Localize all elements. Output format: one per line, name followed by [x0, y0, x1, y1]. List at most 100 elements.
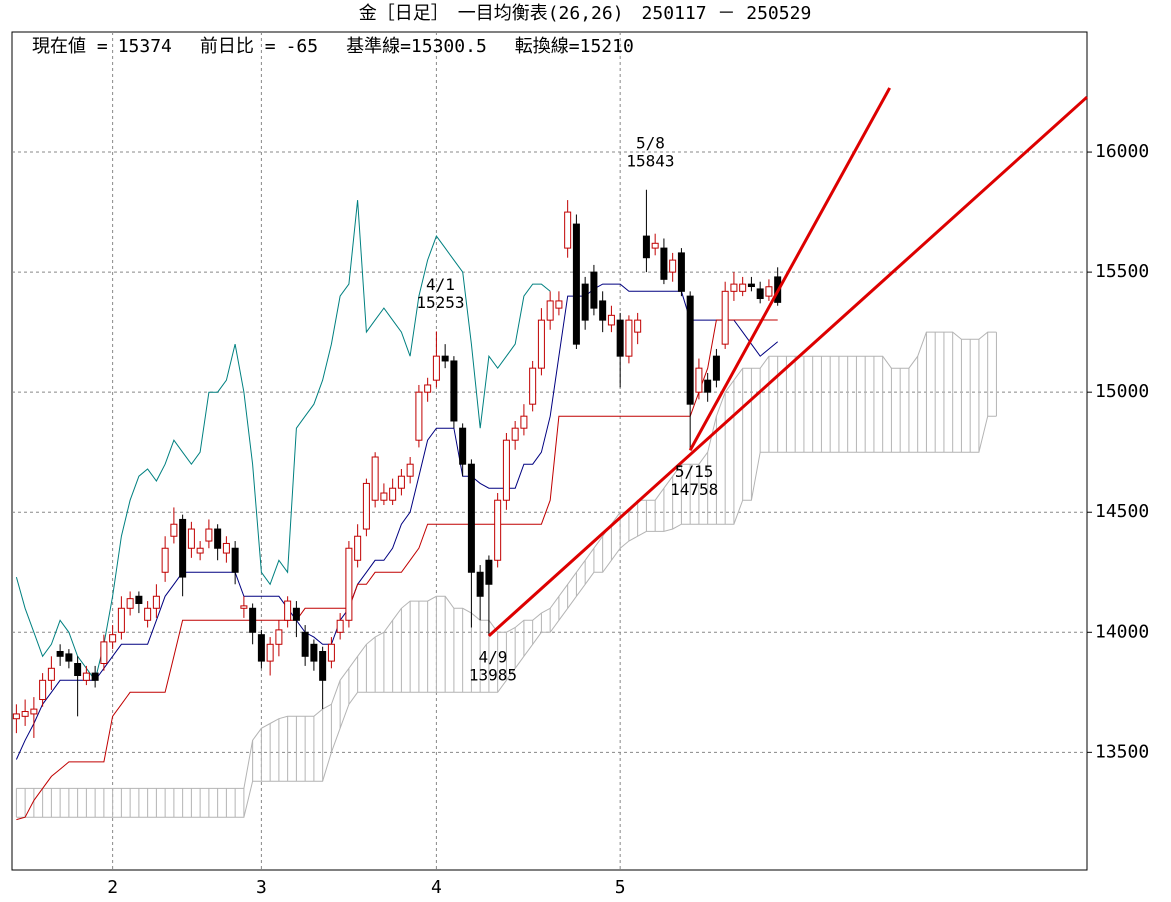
candle-body: [126, 598, 134, 609]
candle-body: [695, 367, 703, 393]
candle-body: [144, 607, 152, 621]
candle-body: [450, 360, 458, 422]
candle-body: [152, 595, 160, 609]
info-value: 15374: [118, 36, 172, 57]
candle-body: [459, 427, 467, 465]
candle-body: [292, 607, 300, 621]
trend-line: [487, 95, 1089, 638]
y-tick-label: 15000: [1095, 381, 1149, 402]
candle-body: [249, 607, 257, 633]
candle-body: [301, 631, 309, 657]
candle-body: [555, 300, 563, 309]
info-value: -65: [286, 36, 319, 57]
candle-body: [634, 319, 642, 333]
annotation-value: 15253: [416, 293, 464, 312]
candle-body: [327, 643, 335, 662]
candle-body: [65, 653, 73, 662]
candle-body: [415, 391, 423, 441]
candle-body: [599, 300, 607, 321]
x-tick-label: 3: [256, 877, 267, 898]
candle-body: [590, 271, 598, 309]
candle-body: [196, 547, 204, 554]
candle-body: [747, 283, 755, 288]
candle-body: [39, 679, 47, 701]
candle-body: [170, 523, 178, 537]
candle-body: [572, 223, 580, 345]
annotation-date: 4/9: [478, 647, 507, 666]
candle-body: [371, 456, 379, 501]
y-tick-label: 15500: [1095, 261, 1149, 282]
indicator-line: [15, 200, 551, 682]
candle-body: [257, 634, 265, 662]
candle-body: [362, 482, 370, 530]
x-tick-label: 2: [107, 877, 118, 898]
y-tick-label: 14500: [1095, 501, 1149, 522]
x-tick-label: 5: [615, 877, 626, 898]
info-value: 15300.5: [411, 36, 487, 57]
candle-body: [397, 475, 405, 489]
candle-body: [441, 355, 449, 362]
annotation-value: 14758: [670, 480, 718, 499]
annotation-value: 13985: [469, 665, 517, 684]
annotation-date: 5/15: [675, 462, 714, 481]
candle-body: [74, 663, 82, 677]
candle-body: [677, 252, 685, 292]
candle-body: [511, 427, 519, 441]
candle-body: [109, 634, 117, 643]
candle-body: [380, 492, 388, 501]
candle-body: [30, 708, 38, 715]
candle-body: [520, 415, 528, 429]
y-tick-label: 13500: [1095, 741, 1149, 762]
candle-body: [607, 314, 615, 326]
candle-body: [765, 286, 773, 297]
candle-body: [354, 535, 362, 561]
plot-area: [12, 32, 1089, 870]
trend-line: [688, 87, 891, 452]
candle-body: [214, 528, 222, 549]
candle-body: [467, 463, 475, 573]
candle-body: [284, 600, 292, 621]
candle-body: [56, 650, 64, 657]
candle-body: [660, 247, 668, 280]
chart-title: 金［日足］ 一目均衡表(26,26) 250117 － 250529: [359, 3, 812, 24]
candle-body: [424, 384, 432, 393]
info-label: 転換線=: [515, 36, 580, 57]
candle-body: [564, 211, 572, 249]
candle-body: [240, 605, 248, 609]
annotation-value: 15843: [626, 151, 674, 170]
candle-body: [730, 283, 738, 292]
candle-body: [485, 559, 493, 585]
candle-body: [625, 319, 633, 357]
candle-body: [231, 547, 239, 573]
candle-body: [345, 547, 353, 621]
candle-body: [432, 355, 440, 381]
candle-body: [642, 235, 650, 259]
candle-body: [739, 283, 747, 292]
candle-body: [179, 518, 187, 578]
candle-body: [100, 641, 108, 665]
candle-body: [205, 528, 213, 542]
candle-body: [47, 667, 55, 681]
candle-body: [494, 499, 502, 561]
annotation-date: 4/1: [426, 275, 455, 294]
candle-body: [704, 379, 712, 393]
candle-body: [82, 672, 90, 681]
candle-body: [336, 619, 344, 633]
candle-body: [537, 319, 545, 369]
plot-frame: [11, 31, 1088, 871]
candle-body: [91, 672, 99, 681]
candle-body: [187, 528, 195, 549]
y-tick-label: 14000: [1095, 621, 1149, 642]
candle-body: [135, 595, 143, 604]
info-label: 基準線=: [346, 36, 411, 57]
candle-body: [21, 711, 29, 717]
candle-body: [222, 542, 230, 554]
candle-body: [319, 650, 327, 681]
candle-body: [616, 319, 624, 357]
candle-body: [310, 643, 318, 662]
candle-body: [266, 643, 274, 662]
candle-body: [275, 629, 283, 645]
info-label: 前日比 =: [200, 36, 276, 57]
info-label: 現在値 =: [32, 36, 108, 57]
